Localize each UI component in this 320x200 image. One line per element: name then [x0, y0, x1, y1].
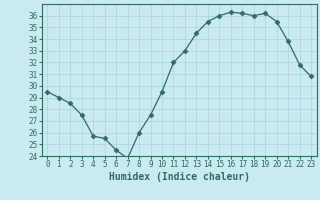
- X-axis label: Humidex (Indice chaleur): Humidex (Indice chaleur): [109, 172, 250, 182]
